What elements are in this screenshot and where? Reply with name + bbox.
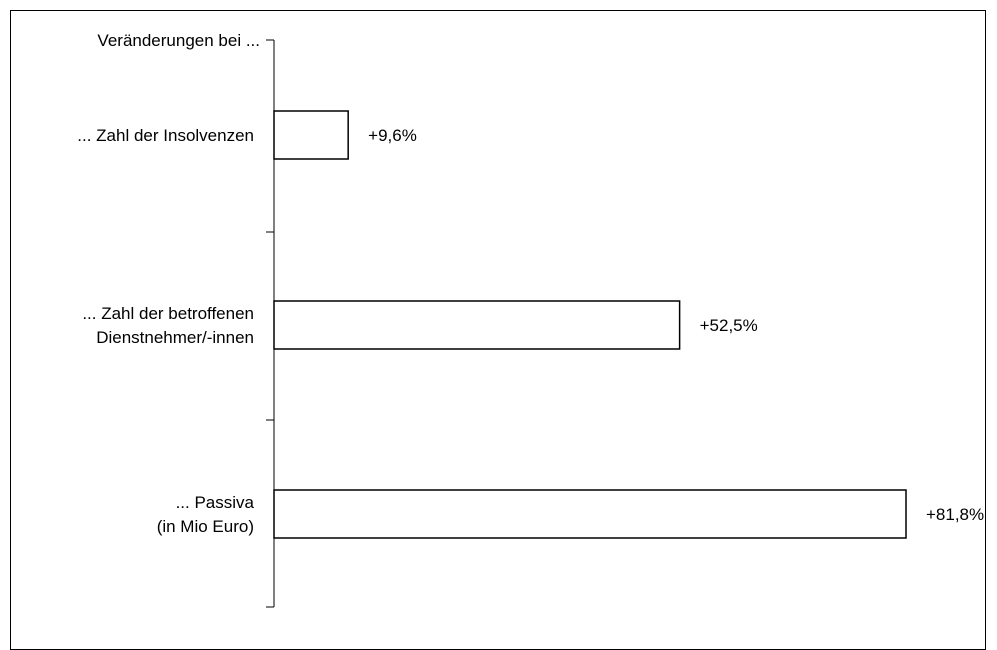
chart-axis [266, 39, 275, 608]
bar-2 [273, 300, 681, 350]
category-label-3: ... Passiva [176, 493, 255, 512]
chart-labels: Veränderungen bei ... +9,6% ... Zahl der I… [77, 31, 984, 536]
bar-3 [273, 489, 907, 539]
category-label-2: Dienstnehmer/-innen [96, 328, 254, 347]
chart-bars [273, 110, 907, 539]
chart-canvas: Veränderungen bei ... +9,6% ... Zahl der I… [77, 31, 984, 608]
value-label-1: +9,6% [368, 126, 417, 145]
category-label-1: ... Zahl der Insolvenzen [77, 126, 254, 145]
chart-heading: Veränderungen bei ... [97, 31, 260, 50]
bar-1 [273, 110, 349, 160]
value-label-3: +81,8% [926, 505, 984, 524]
value-label-2: +52,5% [700, 316, 758, 335]
category-label-3: (in Mio Euro) [157, 517, 254, 536]
category-label-2: ... Zahl der betroffenen [82, 304, 254, 323]
